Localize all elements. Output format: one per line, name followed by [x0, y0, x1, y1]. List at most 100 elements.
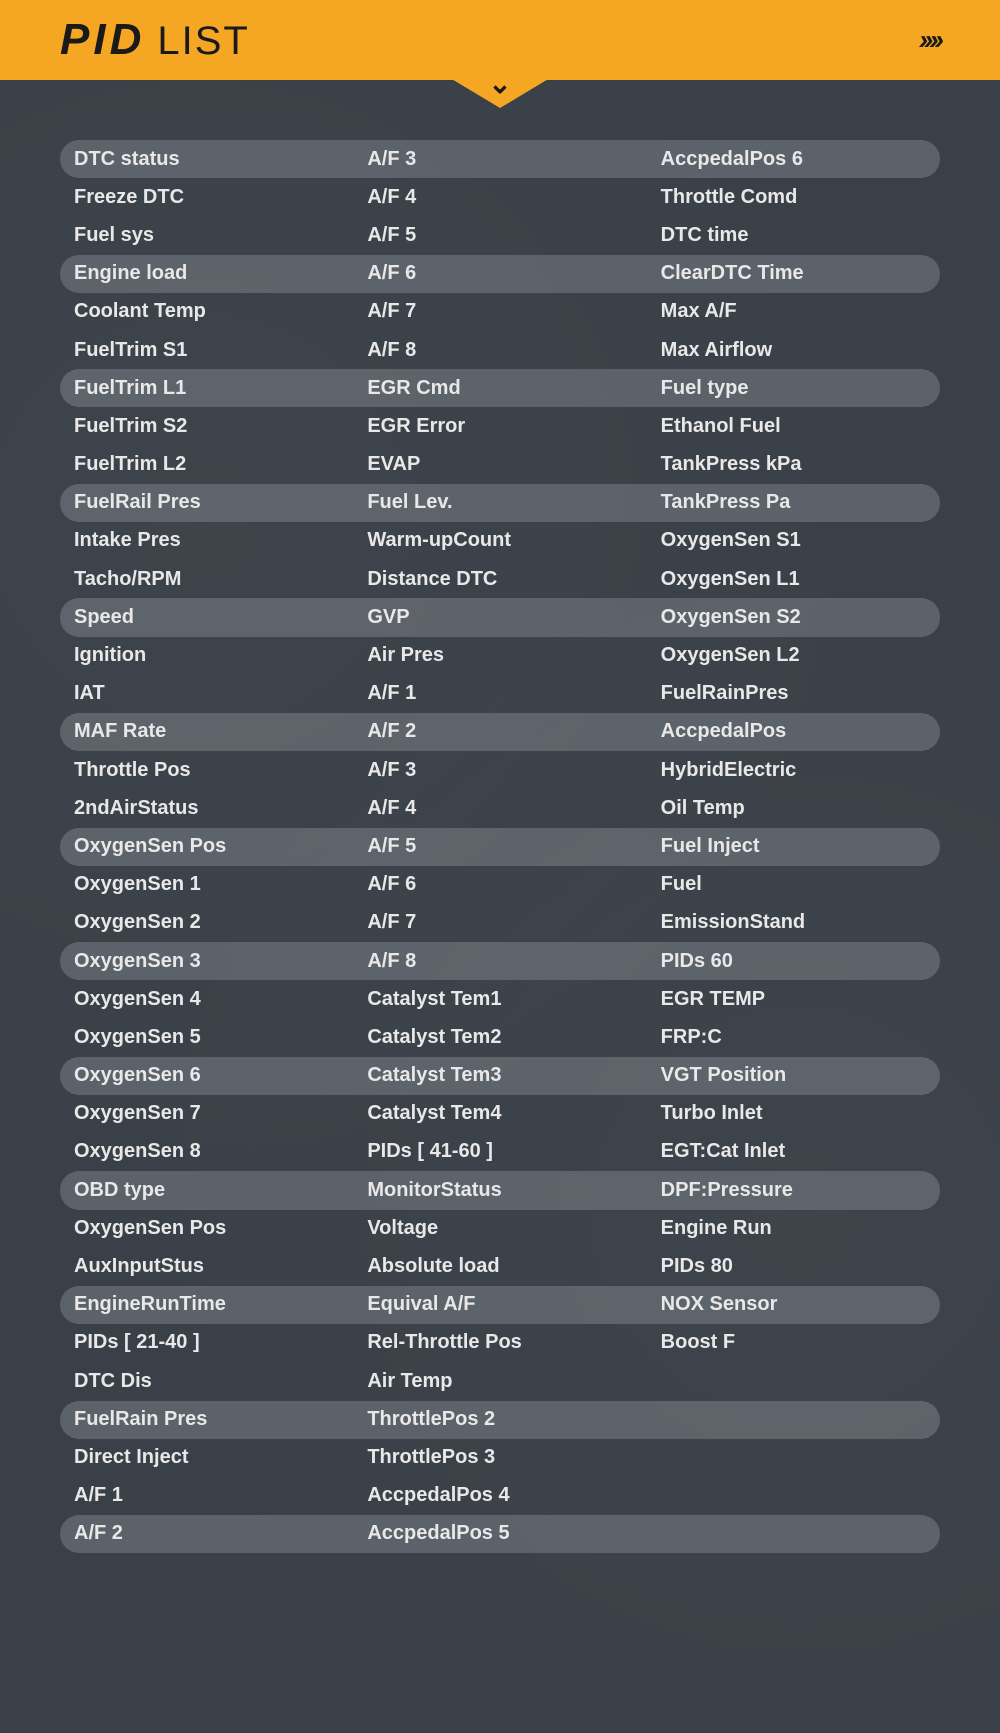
pid-item[interactable]: Air Pres [353, 636, 646, 674]
pid-item[interactable]: Rel-Throttle Pos [353, 1324, 646, 1362]
pid-item[interactable]: AccpedalPos 4 [353, 1477, 646, 1515]
pid-item[interactable]: Throttle Comd [647, 178, 940, 216]
pid-item[interactable]: Ethanol Fuel [647, 407, 940, 445]
pid-item[interactable]: Warm-upCount [353, 522, 646, 560]
pid-item[interactable]: FuelRainPres [647, 675, 940, 713]
pid-item[interactable]: 2ndAirStatus [60, 789, 353, 827]
pid-item[interactable]: PIDs 80 [647, 1247, 940, 1285]
pid-item[interactable]: EGR Cmd [353, 369, 646, 407]
pid-item[interactable]: A/F 8 [353, 331, 646, 369]
pid-item[interactable]: AccpedalPos 5 [353, 1515, 646, 1553]
pid-item[interactable]: MAF Rate [60, 713, 353, 751]
pid-item[interactable]: TankPress kPa [647, 446, 940, 484]
pid-item[interactable]: A/F 7 [353, 293, 646, 331]
pid-item[interactable]: Turbo Inlet [647, 1095, 940, 1133]
pid-item[interactable]: HybridElectric [647, 751, 940, 789]
pid-item[interactable]: Coolant Temp [60, 293, 353, 331]
pid-item[interactable]: AccpedalPos [647, 713, 940, 751]
pid-item[interactable]: PIDs [ 41-60 ] [353, 1133, 646, 1171]
pid-item[interactable]: ThrottlePos 2 [353, 1400, 646, 1438]
pid-item[interactable]: Absolute load [353, 1247, 646, 1285]
pid-item[interactable]: A/F 5 [353, 827, 646, 865]
pid-item[interactable]: Equival A/F [353, 1286, 646, 1324]
pid-item[interactable]: A/F 1 [60, 1477, 353, 1515]
pid-item[interactable]: Air Temp [353, 1362, 646, 1400]
pid-item[interactable]: Fuel Lev. [353, 484, 646, 522]
pid-item[interactable]: A/F 3 [353, 751, 646, 789]
pid-item[interactable]: Fuel [647, 866, 940, 904]
pid-item[interactable]: ClearDTC Time [647, 255, 940, 293]
pid-item[interactable]: Fuel Inject [647, 827, 940, 865]
pid-item[interactable]: NOX Sensor [647, 1286, 940, 1324]
pid-item[interactable]: OxygenSen L2 [647, 636, 940, 674]
pid-item[interactable]: Direct Inject [60, 1438, 353, 1476]
pid-item[interactable]: GVP [353, 598, 646, 636]
pid-item[interactable]: DTC time [647, 216, 940, 254]
pid-item[interactable]: DTC status [60, 140, 353, 178]
pid-item[interactable]: OxygenSen 6 [60, 1057, 353, 1095]
pid-item[interactable]: OxygenSen 7 [60, 1095, 353, 1133]
pid-item[interactable]: FuelTrim L1 [60, 369, 353, 407]
pid-item[interactable]: Distance DTC [353, 560, 646, 598]
pid-item[interactable]: Catalyst Tem2 [353, 1018, 646, 1056]
pid-item[interactable]: A/F 2 [60, 1515, 353, 1553]
pid-item[interactable]: A/F 5 [353, 216, 646, 254]
pid-item[interactable]: OxygenSen S2 [647, 598, 940, 636]
pid-item[interactable]: Intake Pres [60, 522, 353, 560]
pid-item[interactable]: EngineRunTime [60, 1286, 353, 1324]
pid-item[interactable]: Catalyst Tem4 [353, 1095, 646, 1133]
pid-item[interactable]: EGT:Cat Inlet [647, 1133, 940, 1171]
pid-item[interactable]: Ignition [60, 636, 353, 674]
pid-item[interactable]: IAT [60, 675, 353, 713]
pid-item[interactable]: ThrottlePos 3 [353, 1438, 646, 1476]
pid-item[interactable]: A/F 7 [353, 904, 646, 942]
pid-item[interactable]: DPF:Pressure [647, 1171, 940, 1209]
pid-item[interactable]: A/F 6 [353, 866, 646, 904]
pid-item[interactable]: TankPress Pa [647, 484, 940, 522]
pid-item[interactable]: Engine Run [647, 1209, 940, 1247]
pid-item[interactable]: OxygenSen 8 [60, 1133, 353, 1171]
pid-item[interactable]: A/F 3 [353, 140, 646, 178]
pid-item[interactable]: MonitorStatus [353, 1171, 646, 1209]
pid-item[interactable]: Catalyst Tem1 [353, 980, 646, 1018]
pid-item[interactable]: EVAP [353, 446, 646, 484]
pid-item[interactable]: OxygenSen Pos [60, 827, 353, 865]
pid-item[interactable]: Oil Temp [647, 789, 940, 827]
pid-item[interactable]: A/F 8 [353, 942, 646, 980]
pid-item[interactable]: A/F 1 [353, 675, 646, 713]
pid-item[interactable]: EGR TEMP [647, 980, 940, 1018]
pid-item[interactable]: OxygenSen 1 [60, 866, 353, 904]
pid-item[interactable]: Fuel type [647, 369, 940, 407]
pid-item[interactable]: OxygenSen 4 [60, 980, 353, 1018]
pid-item[interactable]: A/F 4 [353, 789, 646, 827]
pid-item[interactable]: Engine load [60, 255, 353, 293]
pid-item[interactable]: FuelTrim S2 [60, 407, 353, 445]
pid-item[interactable]: Throttle Pos [60, 751, 353, 789]
pid-item[interactable]: FRP:C [647, 1018, 940, 1056]
pid-item[interactable]: OxygenSen Pos [60, 1209, 353, 1247]
pid-item[interactable]: OxygenSen L1 [647, 560, 940, 598]
pid-item[interactable]: FuelTrim S1 [60, 331, 353, 369]
pid-item[interactable]: AccpedalPos 6 [647, 140, 940, 178]
pid-item[interactable]: FuelRail Pres [60, 484, 353, 522]
pid-item[interactable]: Fuel sys [60, 216, 353, 254]
pid-item[interactable]: FuelTrim L2 [60, 446, 353, 484]
pid-item[interactable]: Voltage [353, 1209, 646, 1247]
pid-item[interactable]: Boost F [647, 1324, 940, 1362]
pid-item[interactable]: OxygenSen 3 [60, 942, 353, 980]
pid-item[interactable]: A/F 6 [353, 255, 646, 293]
pid-item[interactable]: Speed [60, 598, 353, 636]
pid-item[interactable]: Tacho/RPM [60, 560, 353, 598]
pid-item[interactable]: Max A/F [647, 293, 940, 331]
pid-item[interactable]: FuelRain Pres [60, 1400, 353, 1438]
pid-item[interactable]: Catalyst Tem3 [353, 1057, 646, 1095]
pid-item[interactable]: OxygenSen 2 [60, 904, 353, 942]
pid-item[interactable]: VGT Position [647, 1057, 940, 1095]
pid-item[interactable]: A/F 4 [353, 178, 646, 216]
pid-item[interactable]: PIDs [ 21-40 ] [60, 1324, 353, 1362]
pid-item[interactable]: OxygenSen S1 [647, 522, 940, 560]
pid-item[interactable]: A/F 2 [353, 713, 646, 751]
pid-item[interactable]: PIDs 60 [647, 942, 940, 980]
pid-item[interactable]: AuxInputStus [60, 1247, 353, 1285]
pid-item[interactable]: OxygenSen 5 [60, 1018, 353, 1056]
